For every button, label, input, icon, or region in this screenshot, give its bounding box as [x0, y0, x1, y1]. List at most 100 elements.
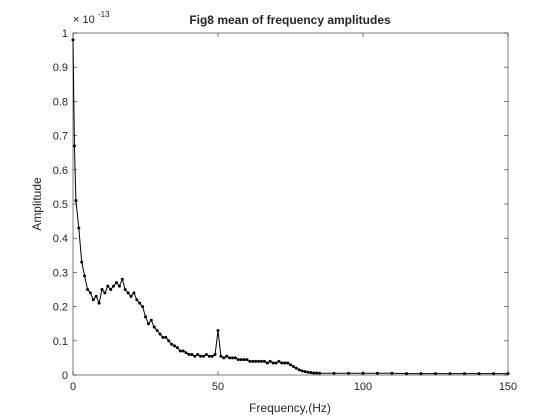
- point: [88, 291, 92, 295]
- point: [86, 288, 89, 291]
- point: [74, 199, 78, 203]
- y-tick-label: 0.7: [53, 131, 68, 143]
- point: [271, 361, 275, 365]
- point: [312, 371, 316, 375]
- point: [117, 284, 121, 288]
- point: [248, 359, 252, 363]
- point: [233, 356, 237, 360]
- point: [448, 372, 452, 376]
- point: [152, 325, 156, 329]
- point: [463, 372, 466, 376]
- point: [239, 358, 243, 362]
- point: [260, 359, 263, 363]
- point: [100, 288, 104, 291]
- point: [274, 361, 278, 365]
- point: [167, 339, 171, 343]
- point: [141, 305, 145, 309]
- point: [94, 294, 98, 298]
- point: [178, 349, 182, 353]
- point: [193, 354, 197, 358]
- point: [71, 38, 75, 42]
- point: [222, 356, 226, 360]
- point: [123, 288, 127, 291]
- point: [112, 284, 116, 288]
- point: [306, 370, 310, 374]
- y-axis-label: Amplitude: [30, 177, 44, 231]
- x-tick-label: 150: [499, 381, 517, 393]
- point: [289, 363, 292, 367]
- point: [231, 356, 234, 360]
- point: [190, 352, 194, 356]
- point: [245, 358, 249, 362]
- y-tick-label: 0.1: [53, 336, 68, 348]
- point: [132, 291, 136, 295]
- point: [213, 352, 217, 356]
- point: [315, 371, 319, 375]
- point: [268, 359, 272, 363]
- point: [419, 372, 423, 376]
- point: [77, 226, 81, 230]
- x-tick-label: 100: [354, 381, 372, 393]
- point: [175, 346, 179, 350]
- point: [300, 369, 304, 373]
- y-exponent: -13: [98, 10, 110, 19]
- point: [184, 351, 188, 355]
- point: [161, 335, 165, 339]
- x-tick-label: 50: [212, 381, 224, 393]
- y-tick-label: 1: [62, 28, 68, 40]
- point: [164, 335, 168, 339]
- point: [106, 284, 110, 288]
- point: [309, 371, 313, 375]
- point: [91, 298, 95, 302]
- point: [83, 274, 87, 278]
- point: [149, 318, 153, 322]
- point: [170, 342, 174, 346]
- point: [138, 301, 142, 305]
- point: [318, 371, 321, 375]
- y-tick-label: 0.3: [53, 267, 68, 279]
- point: [242, 358, 246, 362]
- point: [173, 344, 176, 348]
- y-tick-label: 0.6: [53, 165, 68, 177]
- point: [144, 315, 147, 319]
- point: [216, 329, 220, 333]
- x-axis-label: Frequency,(Hz): [249, 401, 331, 415]
- point: [210, 354, 214, 358]
- point: [254, 359, 258, 363]
- point: [361, 371, 365, 375]
- point: [236, 358, 240, 362]
- point: [97, 301, 101, 305]
- point: [196, 352, 200, 356]
- point: [80, 260, 84, 264]
- point: [390, 371, 394, 375]
- point: [262, 359, 266, 363]
- point: [492, 372, 495, 376]
- point: [277, 359, 281, 363]
- y-tick-label: 0.5: [53, 199, 68, 211]
- x-tick-label: 0: [70, 381, 76, 393]
- point: [72, 144, 76, 148]
- point: [347, 371, 350, 375]
- point: [303, 370, 307, 374]
- point: [265, 361, 269, 365]
- point: [376, 371, 379, 375]
- point: [135, 298, 139, 302]
- y-multiplier: × 10: [73, 14, 95, 26]
- point: [294, 366, 298, 370]
- point: [332, 371, 336, 375]
- point: [228, 356, 232, 360]
- point: [126, 291, 130, 295]
- y-tick-label: 0.9: [53, 62, 68, 74]
- point: [109, 288, 113, 291]
- point: [434, 372, 437, 376]
- chart-title: Fig8 mean of frequency amplitudes: [189, 13, 391, 27]
- point: [129, 294, 133, 298]
- point: [103, 291, 107, 295]
- point: [158, 332, 162, 336]
- point: [280, 361, 284, 365]
- point: [115, 281, 118, 285]
- point: [146, 322, 150, 326]
- point: [187, 352, 191, 356]
